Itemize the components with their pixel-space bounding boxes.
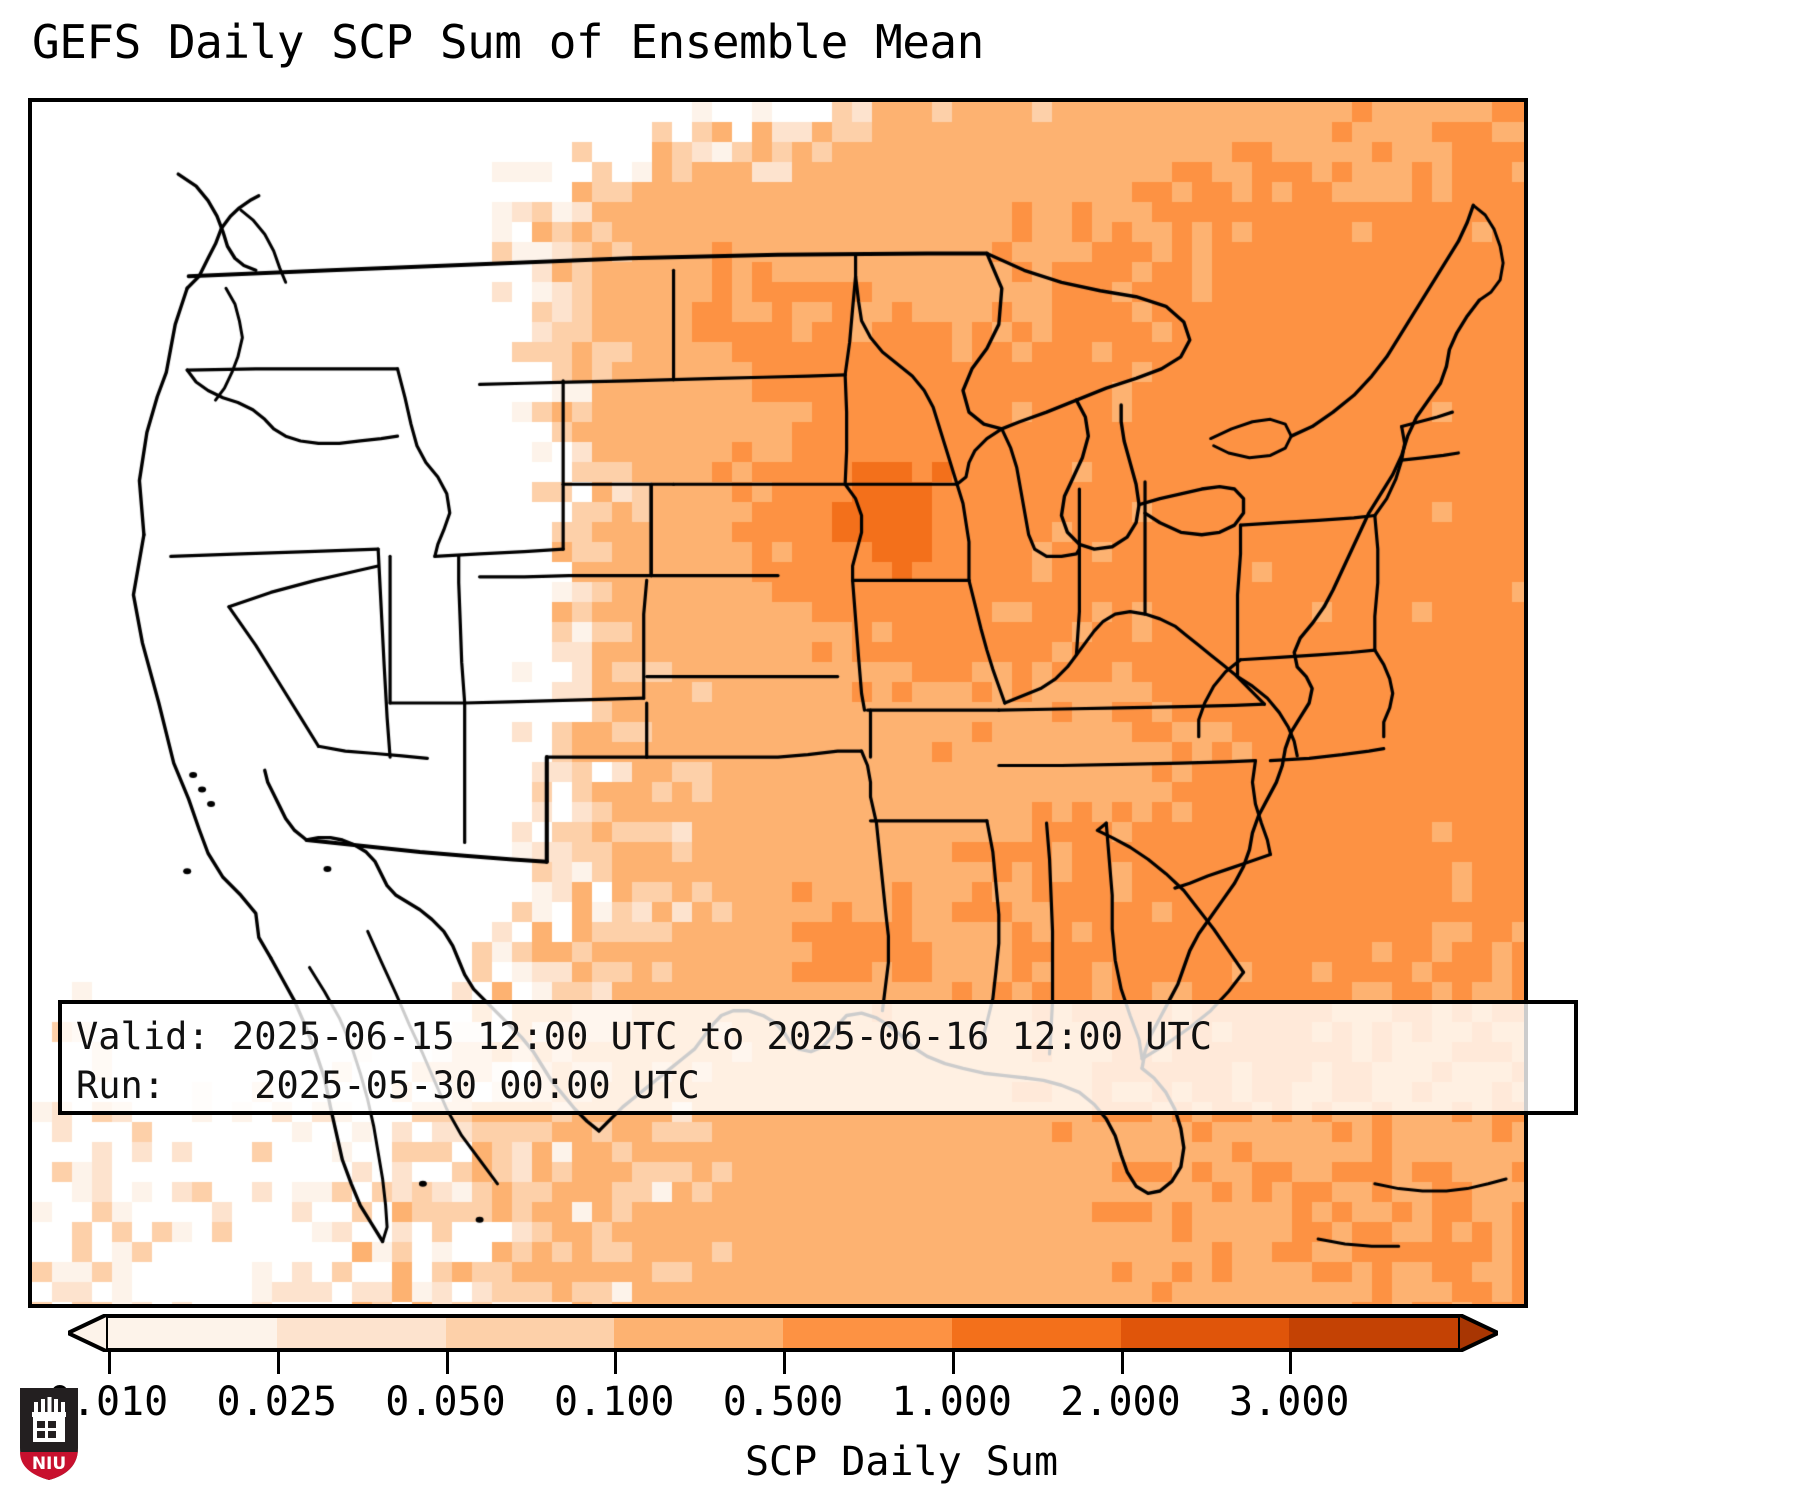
colorbar-tick-0 xyxy=(108,1352,111,1374)
colorbar-tickmarks xyxy=(0,1352,1803,1378)
colorbar-tick-6 xyxy=(1120,1352,1124,1374)
colorbar-ticklabel-7: 3.000 xyxy=(1229,1379,1350,1425)
colorbar-tick-3 xyxy=(614,1352,618,1374)
colorbar-segments xyxy=(108,1314,1458,1352)
colorbar-ticklabels: 0.010 0.025 0.050 0.100 0.500 1.000 2.000 3.000 xyxy=(0,1376,1803,1436)
colorbar-extend-max-arrow xyxy=(1458,1314,1498,1352)
colorbar-segment-0 xyxy=(108,1314,277,1352)
colorbar-ticklabel-2: 0.050 xyxy=(385,1379,506,1425)
forecast-info-box: Valid: 2025-06-15 12:00 UTC to 2025-06-1… xyxy=(58,1000,1578,1115)
colorbar-ticklabel-6: 2.000 xyxy=(1060,1379,1181,1425)
colorbar-segment-7 xyxy=(1289,1314,1458,1352)
colorbar-tick-7 xyxy=(1289,1352,1293,1374)
niu-logo-text: NIU xyxy=(32,1454,66,1474)
colorbar-segment-4 xyxy=(783,1314,952,1352)
colorbar-extend-min-arrow xyxy=(68,1314,108,1352)
colorbar-segment-2 xyxy=(445,1314,615,1352)
colorbar-tick-2 xyxy=(445,1352,449,1374)
map-axes[interactable] xyxy=(28,98,1528,1308)
colorbar-gradient xyxy=(108,1314,1458,1352)
valid-time-line: Valid: 2025-06-15 12:00 UTC to 2025-06-1… xyxy=(76,1015,1213,1058)
colorbar-segment-5 xyxy=(951,1314,1121,1352)
colorbar-ticklabel-1: 0.025 xyxy=(216,1379,337,1425)
colorbar-tick-1 xyxy=(276,1352,280,1374)
scp-heatmap-canvas xyxy=(32,102,1524,1304)
colorbar-segment-3 xyxy=(614,1314,783,1352)
colorbar-ticklabel-4: 0.500 xyxy=(722,1379,844,1425)
run-time-line: Run: 2025-05-30 00:00 UTC xyxy=(76,1064,700,1107)
colorbar-tick-4 xyxy=(783,1352,786,1374)
niu-logo: NIU xyxy=(20,1388,78,1480)
colorbar-ticklabel-3: 0.100 xyxy=(554,1379,675,1425)
colorbar-segment-1 xyxy=(276,1314,446,1352)
colorbar-tick-5 xyxy=(951,1352,955,1374)
colorbar-segment-6 xyxy=(1120,1314,1290,1352)
colorbar-axis-label: SCP Daily Sum xyxy=(744,1439,1059,1485)
colorbar[interactable]: 0.010 0.025 0.050 0.100 0.500 1.000 2.000 3.000… xyxy=(0,1314,1803,1504)
colorbar-ticklabel-5: 1.000 xyxy=(891,1379,1012,1425)
page-title: GEFS Daily SCP Sum of Ensemble Mean xyxy=(32,15,984,69)
